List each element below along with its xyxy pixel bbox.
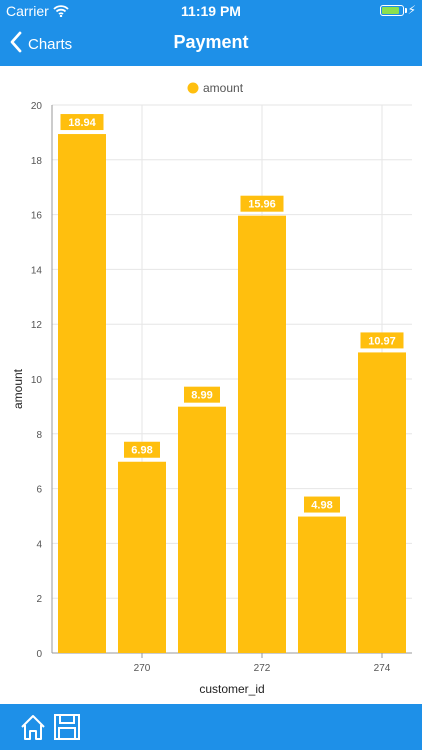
home-icon	[21, 715, 45, 740]
back-button[interactable]: Charts	[10, 30, 72, 58]
y-tick-label: 14	[31, 265, 43, 276]
bar	[358, 352, 406, 653]
save-button[interactable]	[52, 712, 82, 742]
battery-tip	[405, 8, 407, 13]
bar	[238, 215, 286, 654]
data-label: 4.98	[311, 500, 332, 512]
y-tick-label: 6	[36, 485, 42, 496]
status-bar: Carrier 11:19 PM ⚡	[0, 0, 422, 22]
data-label-box	[304, 496, 340, 513]
bar	[118, 461, 166, 653]
y-tick-label: 8	[36, 430, 42, 441]
home-button[interactable]	[18, 712, 48, 742]
y-tick-label: 16	[31, 211, 43, 222]
legend-label: amount	[203, 81, 244, 95]
y-tick-label: 18	[31, 156, 43, 167]
y-tick-label: 10	[31, 375, 43, 386]
chevron-left-icon	[10, 31, 22, 58]
charging-icon: ⚡	[407, 3, 416, 17]
data-label-box	[360, 332, 404, 349]
data-label: 6.98	[131, 445, 152, 457]
y-tick-label: 2	[36, 594, 42, 605]
battery-icon	[380, 5, 404, 16]
back-button-label: Charts	[28, 35, 73, 53]
data-label: 10.97	[368, 335, 396, 347]
navigation-bar: Charts Payment	[0, 22, 422, 66]
top-bar: Carrier 11:19 PM ⚡ Charts Payment	[0, 0, 422, 66]
data-label: 18.94	[68, 117, 96, 129]
x-tick-label: 272	[254, 663, 271, 674]
bar	[298, 516, 346, 653]
bar	[178, 406, 226, 653]
data-label-box	[60, 114, 104, 131]
x-tick-label: 274	[374, 663, 391, 674]
data-label: 15.96	[248, 199, 276, 211]
bar-chart-svg: 0 2 4 6 8 10 12 14 16 18 20 270 272 274 18.94 6.98 8.99 1…	[11, 81, 412, 696]
carrier-label: Carrier	[6, 3, 49, 19]
save-icon	[54, 714, 80, 740]
data-label-box	[184, 386, 220, 403]
x-tick-label: 270	[134, 663, 151, 674]
data-label: 8.99	[191, 390, 212, 402]
legend-marker	[187, 82, 199, 94]
data-label-box	[124, 441, 160, 458]
y-tick-label: 0	[36, 649, 42, 660]
bar-chart: 0 2 4 6 8 10 12 14 16 18 20 270 272 274 18.94 6.98 8.99 1…	[0, 66, 422, 704]
status-time: 11:19 PM	[181, 3, 241, 19]
y-tick-label: 20	[31, 101, 43, 112]
y-axis-title: amount	[11, 368, 25, 409]
bottom-toolbar	[0, 704, 422, 750]
data-label-box	[240, 195, 284, 212]
y-tick-label: 12	[31, 320, 43, 331]
x-axis-title: customer_id	[199, 682, 264, 696]
y-tick-label: 4	[36, 539, 42, 550]
wifi-icon	[53, 4, 69, 20]
bar	[58, 134, 106, 653]
